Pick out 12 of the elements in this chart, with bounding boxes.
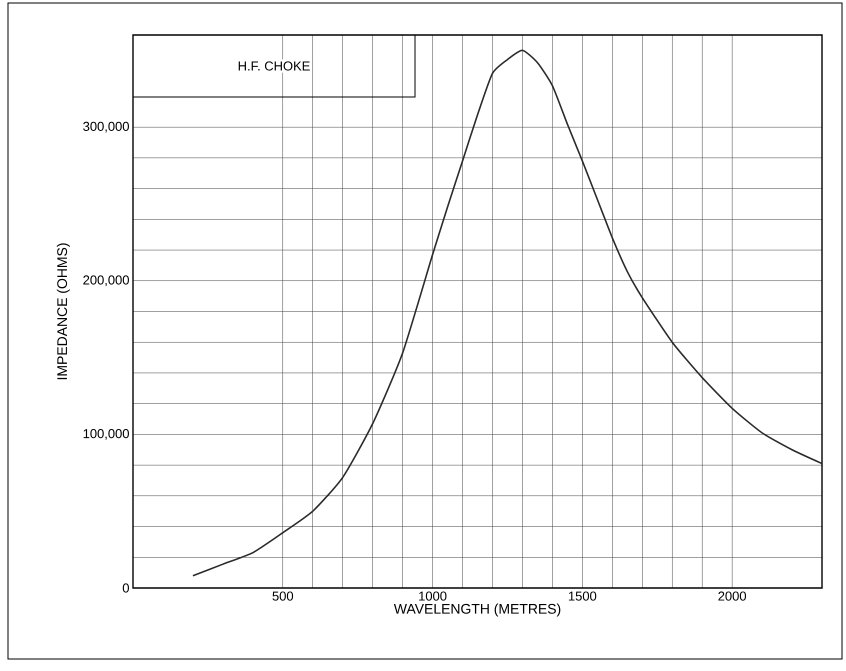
y-tick-label: 200,000 xyxy=(83,275,129,286)
y-axis-title: IMPEDANCE (OHMS) xyxy=(56,243,70,380)
line-series xyxy=(192,50,822,577)
y-tick-label: 300,000 xyxy=(83,122,129,133)
y-tick-label: 0 xyxy=(122,583,129,593)
text: H.F. CHOKE xyxy=(238,61,310,71)
y-tick-label: 100,000 xyxy=(84,429,129,440)
x-tick-label: 500 xyxy=(272,592,294,601)
x-tick-label: 1500 xyxy=(568,592,596,601)
x-axis-title: WAVELENGTH (METRES) xyxy=(394,604,560,617)
x-tick-label: 1000 xyxy=(419,592,446,601)
x-tick-label: 2000 xyxy=(718,592,746,601)
